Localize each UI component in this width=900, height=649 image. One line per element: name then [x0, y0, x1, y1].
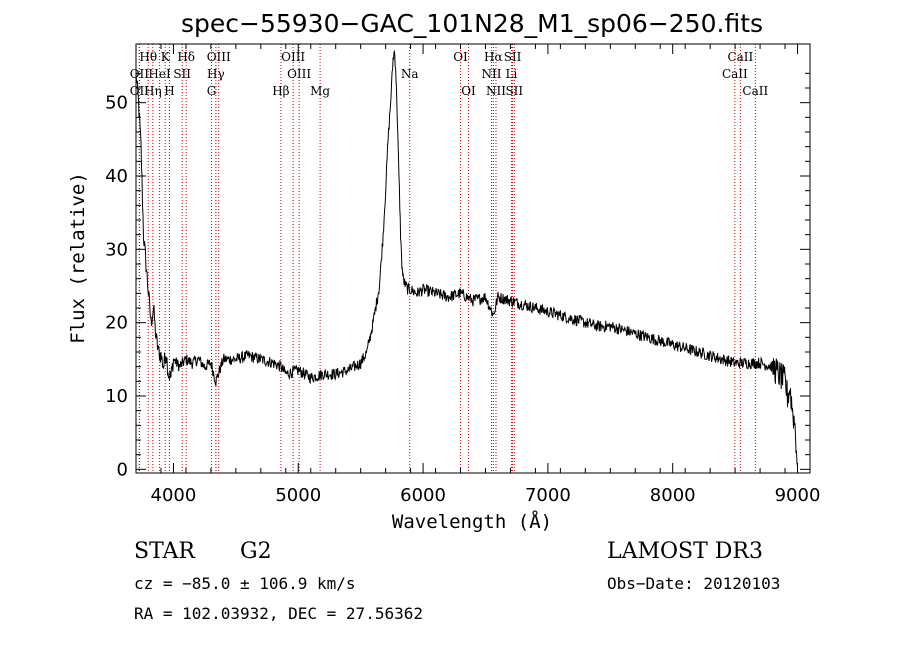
y-tick-label: 20: [105, 313, 128, 334]
axis-ticks-layer: 4000 5000 6000 7000 8000 9000 0 10 20 30 40 50: [105, 44, 820, 506]
spectral-line-label: OI: [453, 50, 468, 64]
spectral-line-label: NII: [486, 84, 506, 98]
spectral-line-label: Hβ: [272, 84, 289, 98]
y-tick-label: 50: [105, 93, 128, 114]
spectral-line-label: CaII: [742, 84, 768, 98]
spectral-line-label: SII: [505, 84, 523, 98]
spectral-line-label: CaII: [727, 50, 753, 64]
coordinates: RA = 102.03932, DEC = 27.56362: [134, 604, 423, 623]
spectral-line-label: G: [207, 84, 217, 98]
spectral-line-label: CaII: [722, 67, 748, 81]
survey-name: LAMOST DR3: [607, 539, 763, 564]
x-axis-label: Wavelength (Å): [392, 510, 552, 533]
y-tick-label: 10: [105, 386, 128, 407]
x-tick-label: 5000: [275, 485, 321, 506]
spectral-line-label: SII: [504, 50, 522, 64]
spectrum-data-layer: [135, 49, 798, 466]
spectral-line-label: Na: [401, 67, 419, 81]
x-tick-label: 4000: [151, 485, 197, 506]
spectral-line-label: OIII: [281, 50, 305, 64]
spectral-line-label: OIII: [207, 50, 231, 64]
spectral-line-label: OI: [461, 84, 476, 98]
redshift-velocity: cz = −85.0 ± 106.9 km/s: [134, 574, 356, 593]
y-tick-label: 0: [117, 459, 128, 480]
spectral-line-label: Hθ: [139, 50, 157, 64]
y-axis-label: Flux (relative): [67, 172, 89, 344]
spectral-line-label: OIII: [287, 67, 311, 81]
spectral-line-label: Hη: [144, 84, 162, 98]
plot-frame: [135, 43, 811, 474]
y-tick-label: 30: [105, 239, 128, 260]
x-tick-label: 9000: [775, 485, 821, 506]
x-tick-label: 8000: [650, 485, 696, 506]
observation-date: Obs−Date: 20120103: [607, 574, 781, 593]
spectral-line-label: OII: [130, 67, 150, 81]
spectral-line-label: HeI: [148, 67, 171, 81]
spectral-line-label: Li: [506, 67, 518, 81]
spectral-line-label: K: [161, 50, 171, 64]
x-tick-label: 7000: [525, 485, 571, 506]
spectral-line-label: Hδ: [177, 50, 195, 64]
spectral-line-label: NII: [481, 67, 501, 81]
object-subclass: G2: [240, 539, 272, 564]
spectral-lines-layer: [138, 44, 756, 473]
spectral-line-label: Hα: [484, 50, 503, 64]
y-tick-label: 40: [105, 166, 128, 187]
chart-title: spec−55930−GAC_101N28_M1_sp06−250.fits: [181, 9, 763, 38]
spectral-line-label: SII: [173, 67, 191, 81]
x-tick-label: 6000: [400, 485, 446, 506]
spectral-line-label: Hγ: [207, 67, 225, 81]
spectrum-line: [135, 49, 798, 466]
spectral-line-label: H: [164, 84, 174, 98]
object-class: STAR: [134, 539, 195, 564]
spectral-line-label: Mg: [310, 84, 330, 98]
spectral-line-label: OII: [130, 84, 150, 98]
